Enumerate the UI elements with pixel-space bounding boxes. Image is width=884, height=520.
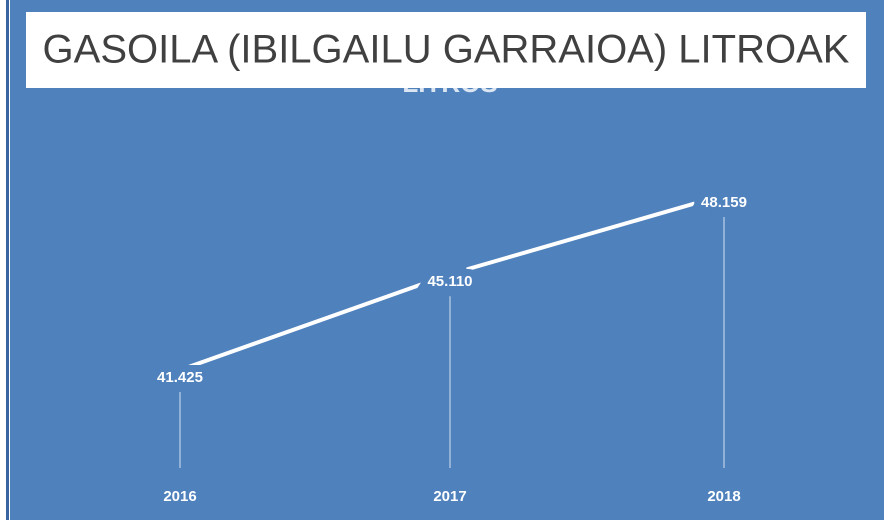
chart-title: GASOILA (IBILGAILU GARRAIOA) LITROAK bbox=[43, 28, 850, 72]
line bbox=[179, 193, 725, 372]
data-label: 45.110 bbox=[427, 273, 472, 290]
left-border bbox=[6, 0, 9, 520]
data-label: 48.159 bbox=[701, 194, 747, 211]
title-box bbox=[26, 12, 866, 88]
x-tick-label: 2016 bbox=[163, 488, 196, 505]
data-label: 41.425 bbox=[157, 369, 203, 386]
x-tick-label: 2017 bbox=[433, 488, 466, 505]
x-tick-label: 2018 bbox=[707, 488, 740, 505]
